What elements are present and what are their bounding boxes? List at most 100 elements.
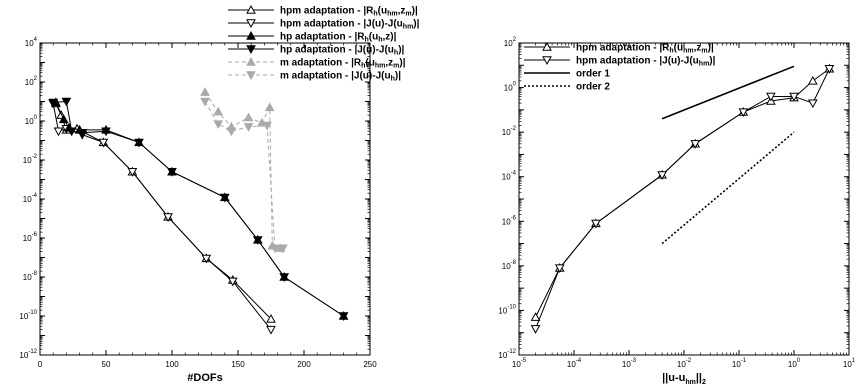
- data-point-marker: [824, 65, 835, 74]
- series-2: [661, 65, 795, 120]
- series-line: [661, 131, 795, 245]
- x-tick-label: 10-5: [512, 358, 527, 369]
- series-line: [53, 100, 344, 317]
- data-point-marker: [134, 138, 144, 148]
- series-line: [661, 65, 795, 120]
- right-chart: 10-12 10-10 10-8 10-6 10-4 10-2 100 102 10-5 10-4…: [498, 37, 855, 386]
- x-tick-label: 150: [231, 360, 245, 369]
- data-point-marker: [246, 71, 256, 81]
- data-point-marker: [226, 127, 237, 137]
- legend-label: hpm adaptation - |Rh(uhm,zm)|: [280, 6, 418, 18]
- legend-label: hpm adaptation - |Rh(uhm,zm)|: [576, 43, 714, 55]
- data-point-marker: [738, 108, 749, 118]
- series-4: [200, 87, 286, 252]
- legend-label: hp adaptation - |J(u)-J(uh)|: [280, 45, 405, 57]
- series-3: [661, 131, 795, 245]
- series-1: [530, 65, 835, 334]
- data-point-marker: [167, 168, 177, 177]
- data-point-marker: [200, 97, 210, 107]
- legend-label: hp adaptation - |Rh(uh,z)|: [280, 32, 397, 44]
- x-tick-label: 10-4: [567, 358, 582, 369]
- y-tick-label: 10-4: [23, 193, 38, 204]
- data-point-marker: [61, 97, 72, 107]
- data-point-marker: [338, 312, 349, 322]
- y-tick-label: 10-2: [502, 126, 517, 137]
- y-tick-label: 10-12: [19, 349, 37, 360]
- x-tick-label: 10-1: [732, 358, 747, 369]
- data-point-marker: [219, 193, 230, 203]
- data-point-marker: [266, 313, 276, 323]
- legend-label: order 2: [576, 82, 610, 93]
- series-line: [52, 103, 272, 330]
- series-line: [535, 68, 830, 318]
- data-point-marker: [58, 114, 69, 124]
- legend-label: hpm adaptation - |J(u)-J(uhm)|: [576, 56, 716, 68]
- data-point-marker: [163, 213, 173, 222]
- data-point-marker: [530, 325, 541, 334]
- x-tick-label: 10-2: [677, 358, 692, 369]
- y-tick-label: 10-12: [498, 349, 516, 360]
- x-tick-label: 200: [297, 360, 311, 369]
- data-point-marker: [690, 140, 701, 149]
- data-point-marker: [127, 168, 138, 177]
- data-point-marker: [246, 45, 256, 55]
- data-point-marker: [264, 102, 275, 112]
- data-point-marker: [213, 106, 224, 116]
- data-point-marker: [201, 254, 212, 264]
- y-tick-label: 10-8: [502, 260, 517, 271]
- data-point-marker: [98, 138, 109, 148]
- data-point-marker: [252, 236, 263, 245]
- plot-frame: [518, 42, 850, 356]
- y-tick-label: 10-8: [23, 271, 38, 282]
- legend-label: hpm adaptation - |J(u)-J(uhm)|: [280, 19, 420, 31]
- data-point-marker: [48, 98, 59, 108]
- x-tick-label: 100: [165, 360, 179, 369]
- left-chart: 10-12 10-10 10-8 10-6 10-4 10-2 100 102 104 0 50 10…: [19, 4, 420, 384]
- data-point-marker: [807, 75, 818, 85]
- data-point-marker: [542, 41, 552, 51]
- series-0: [530, 63, 835, 321]
- data-point-marker: [657, 171, 667, 180]
- x-tick-label: 0: [38, 360, 43, 369]
- x-tick-label: 101: [843, 358, 856, 369]
- series-line: [535, 68, 830, 329]
- y-tick-label: 102: [504, 37, 517, 48]
- data-point-marker: [213, 120, 224, 130]
- data-point-marker: [542, 56, 552, 66]
- data-point-marker: [266, 325, 276, 335]
- data-point-marker: [227, 277, 238, 287]
- data-point-marker: [246, 4, 256, 14]
- y-tick-label: 100: [25, 115, 38, 126]
- data-point-marker: [101, 127, 111, 137]
- data-point-marker: [278, 244, 288, 254]
- data-point-marker: [243, 123, 254, 132]
- y-tick-label: 10-6: [23, 232, 38, 243]
- x-tick-label: 100: [788, 358, 801, 369]
- data-point-marker: [200, 87, 210, 96]
- legend-label: m adaptation - |J(u)-J(uh)|: [280, 71, 401, 83]
- legend-label: m adaptation - |Rh(uhm,zm)|: [280, 58, 406, 70]
- y-tick-label: 10-2: [23, 154, 38, 165]
- data-point-marker: [766, 92, 776, 102]
- data-point-marker: [66, 127, 77, 137]
- y-tick-label: 10-4: [502, 171, 517, 182]
- y-tick-label: 10-6: [502, 215, 517, 226]
- y-tick-label: 100: [504, 82, 517, 93]
- x-axis-label: #DOFs: [187, 372, 222, 384]
- data-point-marker: [243, 112, 254, 122]
- x-tick-label: 50: [102, 360, 111, 369]
- data-point-marker: [554, 264, 565, 274]
- data-point-marker: [262, 121, 272, 131]
- data-point-marker: [789, 92, 799, 102]
- legend: hpm adaptation - |Rh(uhm,zm)|hpm adaptat…: [228, 4, 420, 83]
- x-tick-label: 10-3: [622, 358, 637, 369]
- data-point-marker: [77, 129, 88, 138]
- data-point-marker: [53, 127, 64, 137]
- data-point-marker: [270, 244, 280, 254]
- series-5: [200, 97, 288, 254]
- data-point-marker: [530, 312, 541, 321]
- legend-label: order 1: [576, 69, 610, 80]
- data-point-marker: [246, 19, 256, 29]
- series-line: [55, 102, 344, 317]
